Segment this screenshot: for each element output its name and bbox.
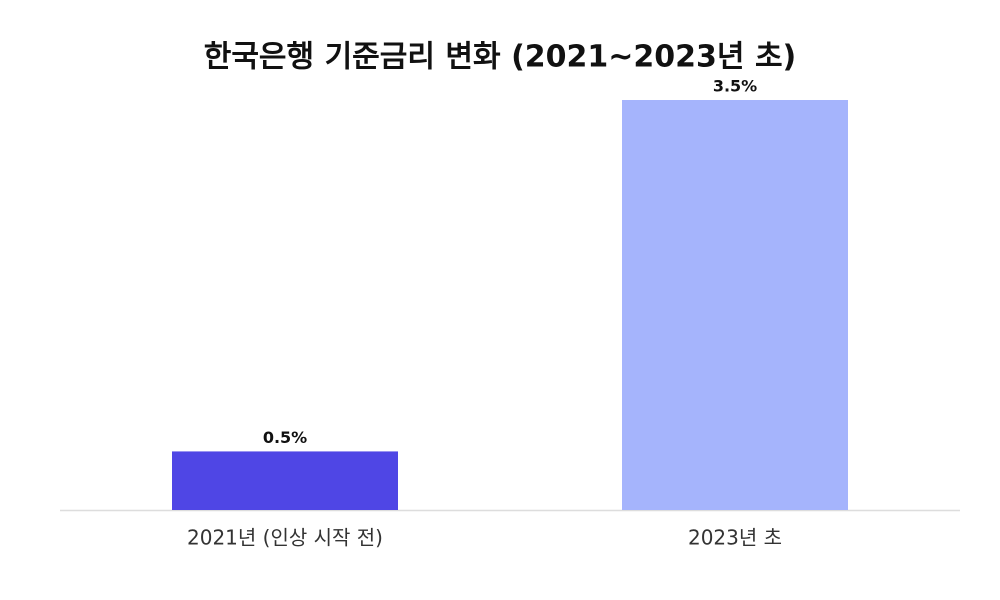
bar: [172, 451, 398, 510]
x-tick-label: 2023년 초: [688, 526, 782, 550]
bar: [622, 100, 848, 510]
x-tick-label: 2021년 (인상 시작 전): [187, 526, 383, 550]
value-label: 3.5%: [713, 77, 757, 96]
value-label: 0.5%: [263, 428, 307, 447]
chart-title: 한국은행 기준금리 변화 (2021~2023년 초): [204, 40, 797, 75]
